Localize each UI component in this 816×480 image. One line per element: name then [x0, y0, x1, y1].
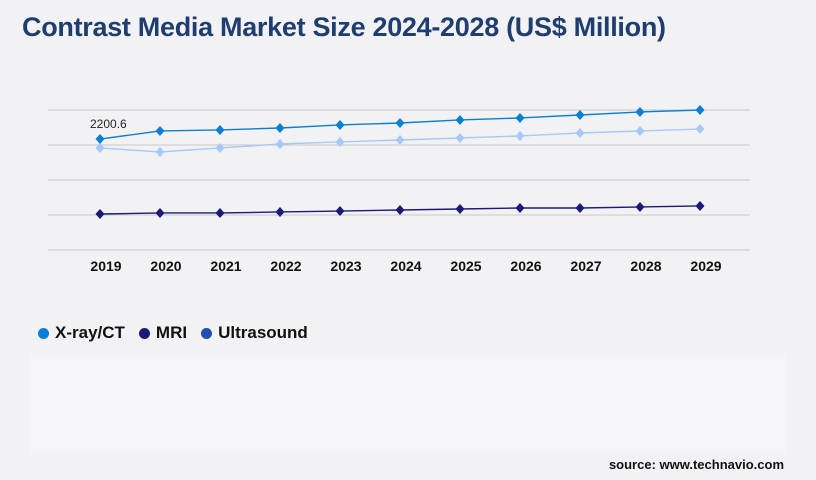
legend-marker — [38, 327, 49, 339]
legend-item-xray-ct: X-ray/CT — [38, 323, 125, 343]
data-point — [215, 124, 225, 135]
legend-item-mri: MRI — [138, 323, 188, 343]
data-point — [95, 208, 105, 219]
x-tick-label: 2026 — [510, 258, 541, 274]
data-point — [215, 142, 225, 153]
data-point — [215, 207, 225, 218]
legend-label: MRI — [155, 323, 188, 342]
data-point — [575, 109, 585, 120]
line-chart: 2019 2020 2021 2022 2023 2024 2025 2026 2027 2028… — [48, 105, 750, 274]
legend-label: Ultrasound — [218, 323, 308, 342]
data-point — [695, 200, 705, 211]
x-tick-label: 2023 — [330, 258, 361, 274]
data-point — [155, 207, 165, 218]
data-point — [395, 205, 405, 216]
data-point — [455, 203, 465, 214]
x-tick-label: 2019 — [90, 258, 121, 274]
source-note: source: www.technavio.com — [608, 457, 784, 472]
chart-title: Contrast Media Market Size 2024-2028 (US… — [22, 12, 666, 42]
x-tick-label: 2029 — [690, 258, 721, 274]
x-tick-label: 2028 — [630, 258, 661, 274]
x-tick-label: 2021 — [210, 258, 241, 274]
legend-marker — [201, 327, 213, 339]
data-label: 2200.6 — [90, 117, 127, 131]
legend: X-ray/CT MRI Ultrasound — [38, 323, 308, 343]
legend-marker — [138, 327, 150, 339]
background-panel — [30, 355, 786, 455]
data-point — [155, 147, 165, 158]
x-tick-label: 2024 — [390, 258, 421, 274]
data-point — [515, 202, 525, 213]
x-tick-label: 2022 — [270, 258, 301, 274]
data-point — [275, 138, 285, 149]
data-point — [695, 124, 705, 135]
data-point — [395, 135, 405, 146]
data-point — [575, 202, 585, 213]
data-point — [635, 125, 645, 136]
x-tick-label: 2025 — [450, 258, 481, 274]
data-point — [695, 105, 705, 115]
data-point — [635, 201, 645, 212]
data-point — [575, 127, 585, 138]
x-tick-label: 2027 — [570, 258, 601, 274]
data-point — [515, 112, 525, 123]
data-point — [335, 119, 345, 130]
legend-label: X-ray/CT — [55, 323, 125, 342]
legend-item-ultrasound: Ultrasound — [201, 323, 308, 343]
data-point — [95, 142, 105, 153]
data-point — [395, 118, 405, 129]
data-point — [155, 125, 165, 136]
data-point — [515, 130, 525, 141]
data-point — [95, 134, 105, 145]
data-point — [275, 206, 285, 217]
data-point — [635, 106, 645, 117]
data-point — [335, 206, 345, 217]
data-point — [455, 114, 465, 125]
data-point — [455, 132, 465, 143]
x-tick-label: 2020 — [150, 258, 181, 274]
data-point — [275, 123, 285, 134]
data-point — [335, 136, 345, 147]
